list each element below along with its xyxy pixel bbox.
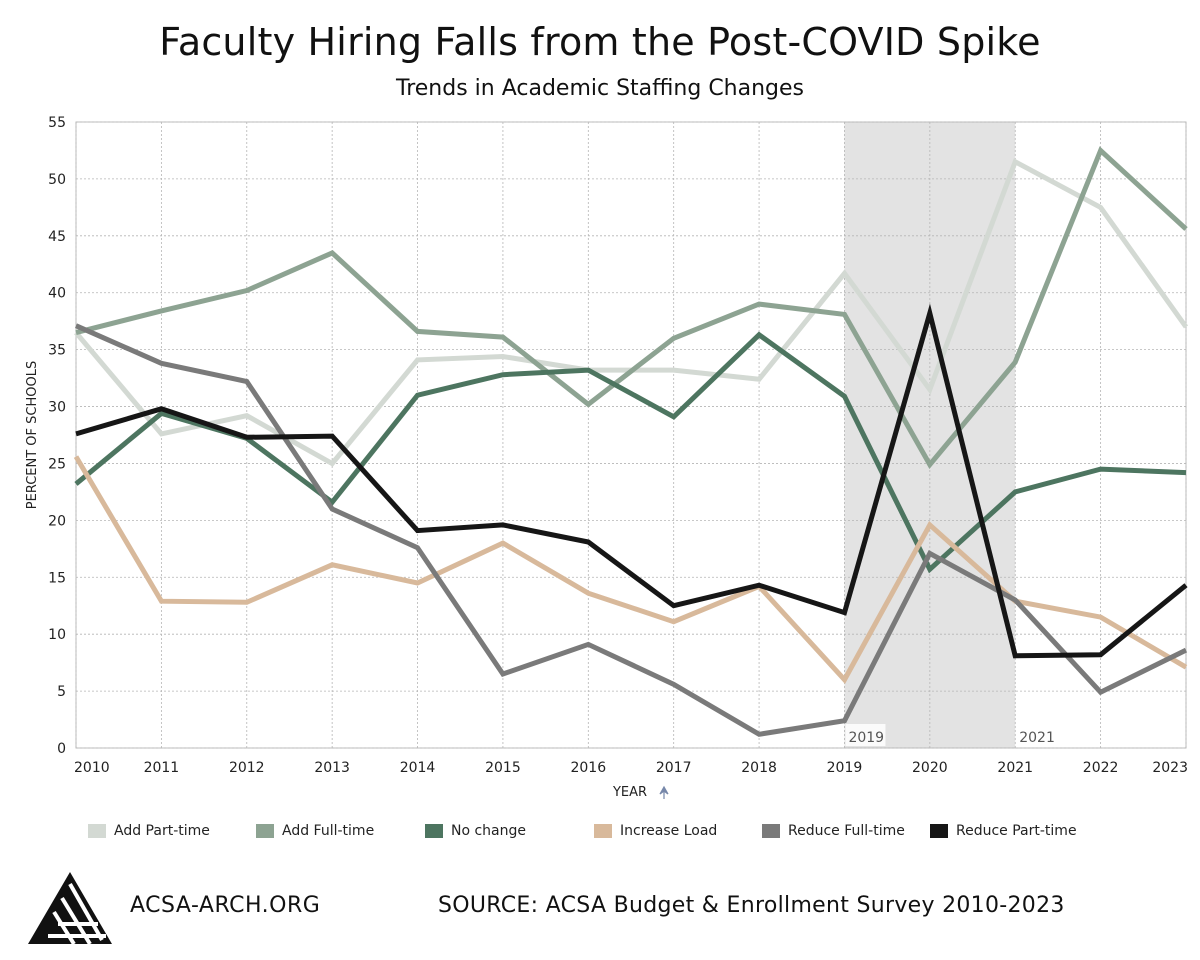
series-line-reduce-full-time bbox=[74, 323, 1188, 737]
y-tick-label: 45 bbox=[48, 229, 66, 245]
legend-swatch bbox=[425, 824, 443, 838]
legend-swatch bbox=[930, 824, 948, 838]
x-tick-label: 2017 bbox=[656, 760, 692, 776]
y-tick-label: 0 bbox=[57, 741, 66, 757]
y-tick-label: 5 bbox=[57, 684, 66, 700]
legend-swatch bbox=[256, 824, 274, 838]
legend-item: Increase Load bbox=[594, 820, 717, 842]
series-line-no-change bbox=[74, 331, 1187, 574]
legend-item: Reduce Full-time bbox=[762, 820, 905, 842]
legend-label: Add Full-time bbox=[282, 823, 375, 839]
y-tick-label: 25 bbox=[48, 456, 66, 472]
x-tick-label: 2019 bbox=[827, 760, 863, 776]
y-tick-label: 20 bbox=[48, 513, 66, 529]
legend-label: Increase Load bbox=[620, 823, 718, 839]
footer-source-note: SOURCE: ACSA Budget & Enrollment Survey … bbox=[438, 893, 1065, 918]
x-tick-label: 2021 bbox=[997, 760, 1033, 776]
acsa-logo bbox=[28, 872, 112, 948]
x-tick-label: 2018 bbox=[741, 760, 777, 776]
x-tick-label: 2016 bbox=[570, 760, 606, 776]
legend-label: Add Part-time bbox=[114, 823, 210, 839]
y-tick-label: 10 bbox=[48, 627, 66, 643]
footer-site-link[interactable]: ACSA-ARCH.ORG bbox=[130, 893, 321, 918]
legend-item: No change bbox=[425, 820, 526, 842]
x-tick-label: 2010 bbox=[74, 760, 110, 776]
legend-label: Reduce Part-time bbox=[956, 823, 1077, 839]
region-label-bg bbox=[845, 724, 886, 746]
x-tick-label: 2020 bbox=[912, 760, 948, 776]
x-tick-label: 2012 bbox=[229, 760, 265, 776]
chart-title: Faculty Hiring Falls from the Post-COVID… bbox=[159, 20, 1041, 64]
pin-icon bbox=[659, 785, 669, 799]
x-axis-label: YEAR bbox=[612, 785, 647, 800]
y-tick-label: 35 bbox=[48, 343, 66, 359]
legend-item: Add Full-time bbox=[256, 820, 374, 842]
legend-swatch bbox=[594, 824, 612, 838]
region-label: 2021 bbox=[1019, 730, 1055, 746]
y-tick-label: 40 bbox=[48, 286, 66, 302]
y-tick-label: 55 bbox=[48, 115, 66, 131]
x-tick-label: 2014 bbox=[400, 760, 436, 776]
legend-label: Reduce Full-time bbox=[788, 823, 905, 839]
chart-subtitle: Trends in Academic Staffing Changes bbox=[395, 76, 805, 101]
y-tick-label: 30 bbox=[48, 400, 66, 416]
chart-legend: Add Part-time Add Full-time No change Incre… bbox=[0, 820, 1200, 842]
x-tick-label: 2015 bbox=[485, 760, 521, 776]
legend-swatch bbox=[762, 824, 780, 838]
legend-swatch bbox=[88, 824, 106, 838]
legend-item: Add Part-time bbox=[88, 820, 210, 842]
y-axis-label: PERCENT OF SCHOOLS bbox=[25, 361, 40, 509]
y-tick-label: 15 bbox=[48, 570, 66, 586]
x-tick-label: 2023 bbox=[1152, 760, 1188, 776]
series-line-add-full-time bbox=[75, 146, 1188, 469]
series-line-reduce-part-time bbox=[75, 303, 1188, 659]
legend-item: Reduce Part-time bbox=[930, 820, 1077, 842]
region-label: 2019 bbox=[848, 730, 884, 746]
x-tick-label: 2011 bbox=[144, 760, 180, 776]
x-tick-label: 2013 bbox=[314, 760, 350, 776]
series-line-add-part-time bbox=[74, 158, 1189, 467]
legend-label: No change bbox=[451, 823, 527, 839]
x-tick-label: 2022 bbox=[1083, 760, 1119, 776]
y-tick-label: 50 bbox=[48, 172, 66, 188]
